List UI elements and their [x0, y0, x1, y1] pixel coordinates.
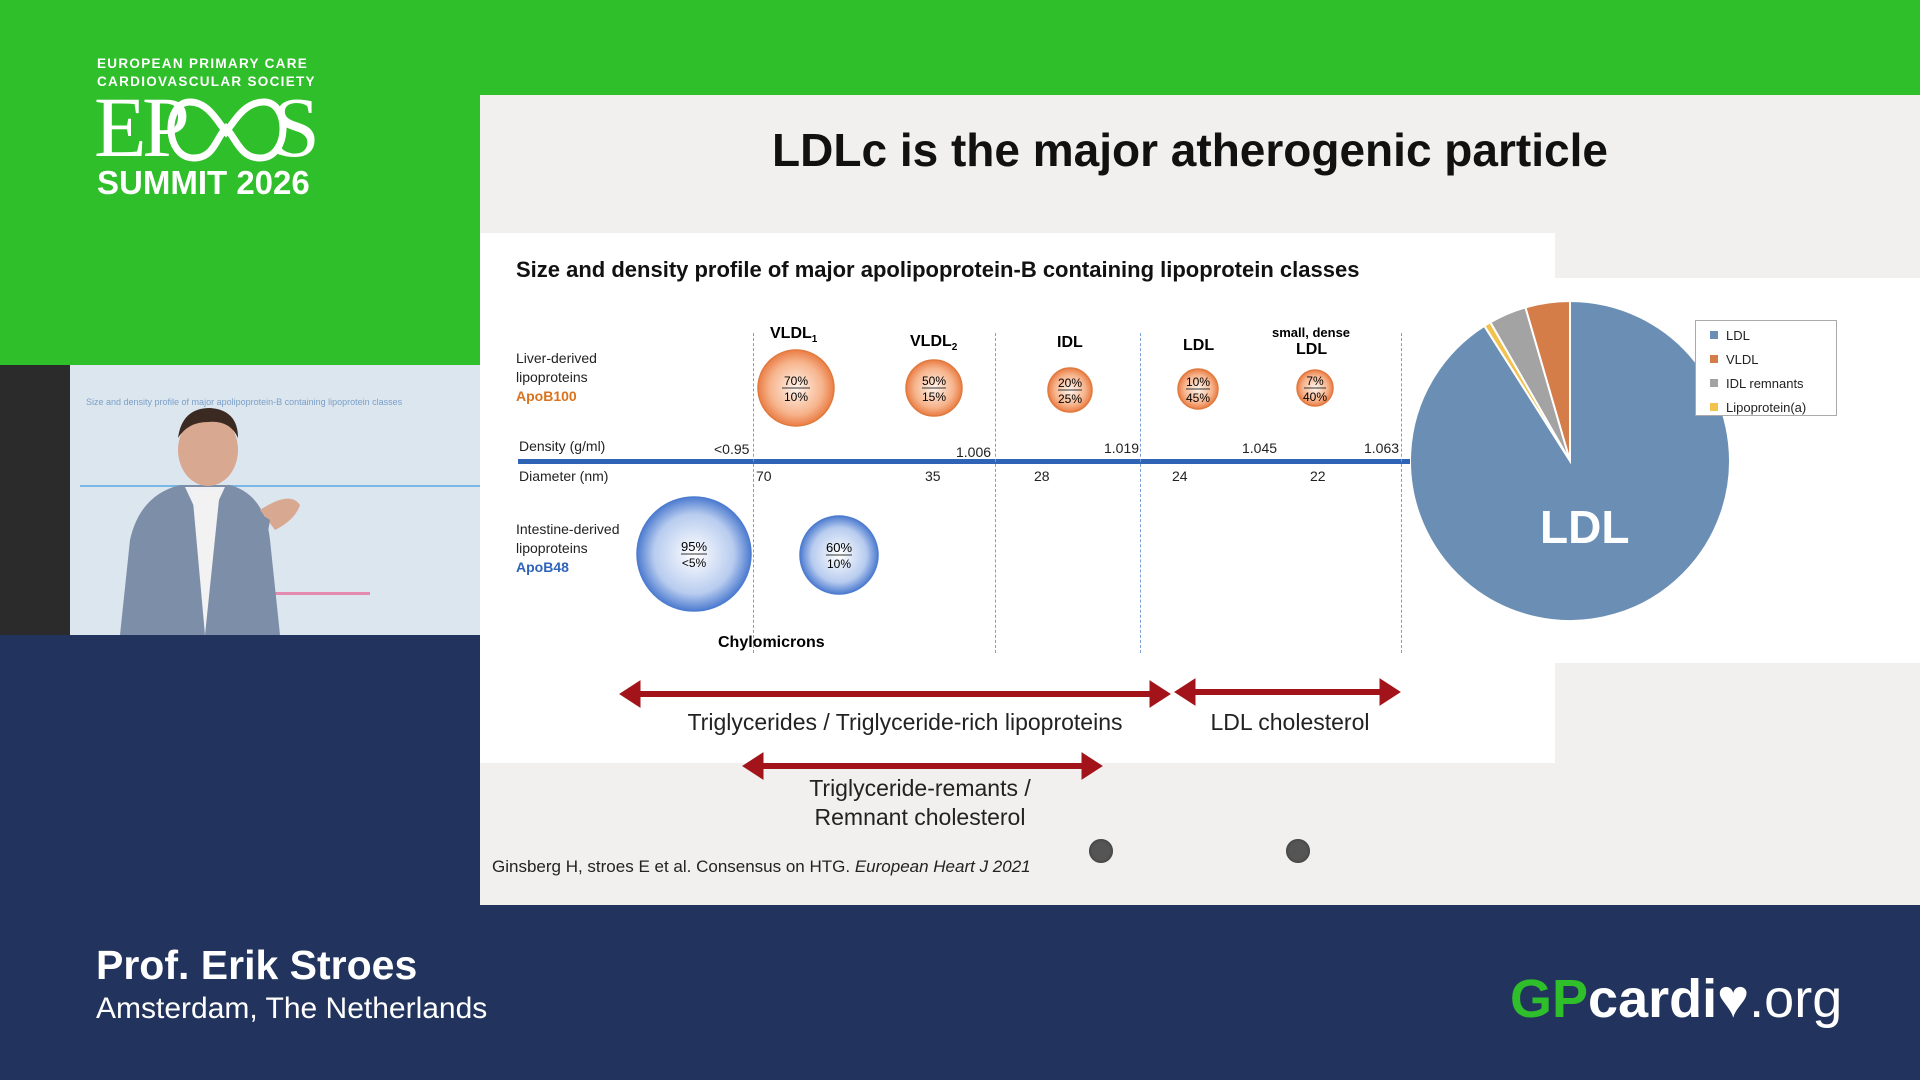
video-backdrop [0, 365, 70, 635]
heart-icon: ♥ [1717, 969, 1749, 1029]
speaker-video: Size and density profile of major apolip… [0, 365, 480, 635]
remnant-arrow-label-2: Remnant cholesterol [770, 804, 1070, 831]
gpcardio-logo[interactable]: GPcardi♥.org [1510, 968, 1842, 1030]
speaker-location: Amsterdam, The Netherlands [96, 992, 487, 1026]
org-name-line1: EUROPEAN PRIMARY CARE [97, 56, 308, 71]
citation: Ginsberg H, stroes E et al. Consensus on… [492, 857, 1031, 877]
slide-nav-dot-2[interactable] [1286, 839, 1310, 863]
ldl-arrow-label: LDL cholesterol [1180, 709, 1400, 736]
range-arrows [480, 95, 1920, 905]
summit-label: SUMMIT 2026 [97, 164, 310, 202]
org-name-line2: CARDIOVASCULAR SOCIETY [97, 74, 316, 89]
svg-text:S: S [272, 88, 318, 168]
remnant-arrow-label-1: Triglyceride-remants / [770, 775, 1070, 802]
speaker-figure [100, 390, 330, 635]
presentation-slide: LDLc is the major atherogenic particle S… [480, 95, 1920, 905]
tg-arrow-label: Triglycerides / Triglyceride-rich lipopr… [665, 709, 1145, 736]
slide-nav-dot-1[interactable] [1089, 839, 1113, 863]
speaker-name: Prof. Erik Stroes [96, 942, 417, 989]
svg-text:E: E [94, 88, 145, 168]
